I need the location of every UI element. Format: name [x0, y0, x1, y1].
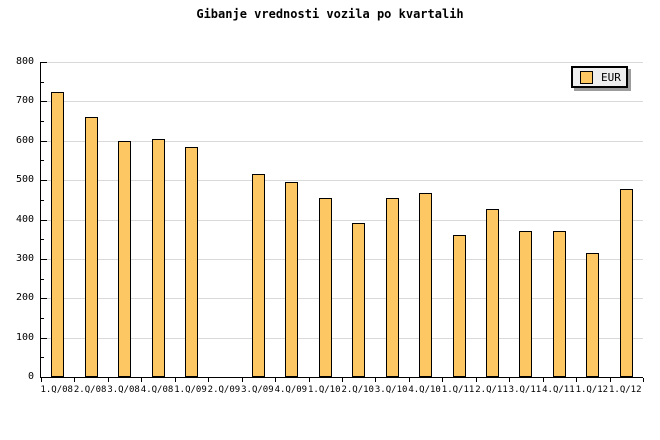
- legend-swatch-eur: [580, 70, 593, 84]
- bar: [486, 209, 499, 377]
- x-axis-tick: [175, 378, 176, 382]
- x-axis-tick-label: 4.Q/10: [408, 385, 441, 395]
- x-axis-tick: [74, 378, 75, 382]
- y-axis-tick-label: 500: [15, 174, 34, 185]
- gridline-800: [41, 62, 643, 63]
- bar: [185, 147, 198, 377]
- y-axis-tick-label: 700: [15, 95, 34, 106]
- x-axis-tick: [576, 378, 577, 382]
- x-axis-tick: [643, 378, 644, 382]
- bar: [152, 139, 165, 377]
- x-axis-tick-label: 2.Q/10: [341, 385, 374, 395]
- chart-title: Gibanje vrednosti vozila po kvartalih: [196, 7, 464, 21]
- x-axis-tick-label: 3.Q/10: [374, 385, 408, 395]
- gridline-100: [41, 338, 643, 339]
- y-axis-major-tick: [41, 62, 47, 63]
- x-axis-tick: [108, 378, 109, 382]
- y-axis-tick-label: 600: [15, 135, 34, 146]
- y-axis-tick-label: 800: [15, 56, 34, 67]
- y-axis-minor-tick: [41, 121, 44, 122]
- bar: [586, 253, 599, 377]
- y-axis-major-tick: [41, 298, 47, 299]
- x-axis-tick-label: 4.Q/09: [274, 385, 308, 395]
- x-axis-tick-label: 1.Q/08: [40, 385, 73, 395]
- x-axis-tick: [509, 378, 510, 382]
- x-axis-tick: [275, 378, 276, 382]
- bar: [319, 198, 332, 377]
- y-axis-tick-label: 0: [27, 371, 34, 382]
- x-axis-tick: [610, 378, 611, 382]
- x-axis-tick-label: 1.Q/12: [575, 385, 609, 395]
- y-axis-tick-label: 300: [15, 253, 34, 264]
- plot-area: [40, 62, 644, 382]
- bar: [252, 174, 265, 377]
- y-axis-major-tick: [41, 338, 47, 339]
- legend-label: EUR: [601, 70, 621, 84]
- y-axis-major-tick: [41, 259, 47, 260]
- x-axis-tick: [141, 378, 142, 382]
- x-axis-tick-label: 3.Q/11: [508, 385, 542, 395]
- bar: [620, 189, 633, 377]
- gridline-300: [41, 259, 643, 260]
- gridline-700: [41, 101, 643, 102]
- x-axis-tick-label: 1.Q/10: [308, 385, 341, 395]
- x-axis-tick: [309, 378, 310, 382]
- x-axis-tick: [242, 378, 243, 382]
- x-axis-tick: [41, 378, 42, 382]
- x-axis-tick: [375, 378, 376, 382]
- bar: [386, 198, 399, 377]
- y-axis-minor-tick: [41, 318, 44, 319]
- gridline-500: [41, 180, 643, 181]
- bar: [51, 92, 64, 377]
- x-axis-tick: [208, 378, 209, 382]
- y-axis-minor-tick: [41, 357, 44, 358]
- gridline-400: [41, 220, 643, 221]
- bar: [352, 223, 365, 377]
- y-axis-minor-tick: [41, 279, 44, 280]
- y-axis-minor-tick: [41, 239, 44, 240]
- y-axis-major-tick: [41, 220, 47, 221]
- x-axis-tick-label: 1.Q/11: [441, 385, 475, 395]
- x-axis-tick-label: 3.Q/08: [107, 385, 140, 395]
- bar: [519, 231, 532, 377]
- x-axis-tick-label: 2.Q/09: [207, 385, 241, 395]
- y-axis-tick-label: 100: [15, 332, 34, 343]
- x-axis-tick: [543, 378, 544, 382]
- bar: [118, 141, 131, 377]
- y-axis-minor-tick: [41, 82, 44, 83]
- y-axis-minor-tick: [41, 160, 44, 161]
- y-axis-major-tick: [41, 101, 47, 102]
- bar: [285, 182, 298, 377]
- x-axis-tick-label: 2.Q/08: [73, 385, 107, 395]
- bar: [453, 235, 466, 377]
- x-axis-tick: [342, 378, 343, 382]
- y-axis-tick-label: 400: [15, 214, 34, 225]
- x-axis-tick: [409, 378, 410, 382]
- gridline-600: [41, 141, 643, 142]
- x-axis-tick-label: 1.Q/12: [609, 385, 642, 395]
- x-axis-tick-label: 1.Q/09: [174, 385, 207, 395]
- y-axis-major-tick: [41, 180, 47, 181]
- legend: EUR: [571, 66, 628, 88]
- x-axis-tick: [476, 378, 477, 382]
- bar: [85, 117, 98, 377]
- x-axis-tick: [442, 378, 443, 382]
- y-axis-major-tick: [41, 141, 47, 142]
- bar: [553, 231, 566, 377]
- x-axis-tick-label: 2.Q/11: [475, 385, 508, 395]
- x-axis-tick-label: 4.Q/11: [542, 385, 575, 395]
- y-axis-tick-label: 200: [15, 292, 34, 303]
- x-axis-tick-label: 3.Q/09: [241, 385, 274, 395]
- gridline-200: [41, 298, 643, 299]
- bar: [419, 193, 432, 377]
- x-axis-tick-label: 4.Q/08: [140, 385, 174, 395]
- y-axis-minor-tick: [41, 200, 44, 201]
